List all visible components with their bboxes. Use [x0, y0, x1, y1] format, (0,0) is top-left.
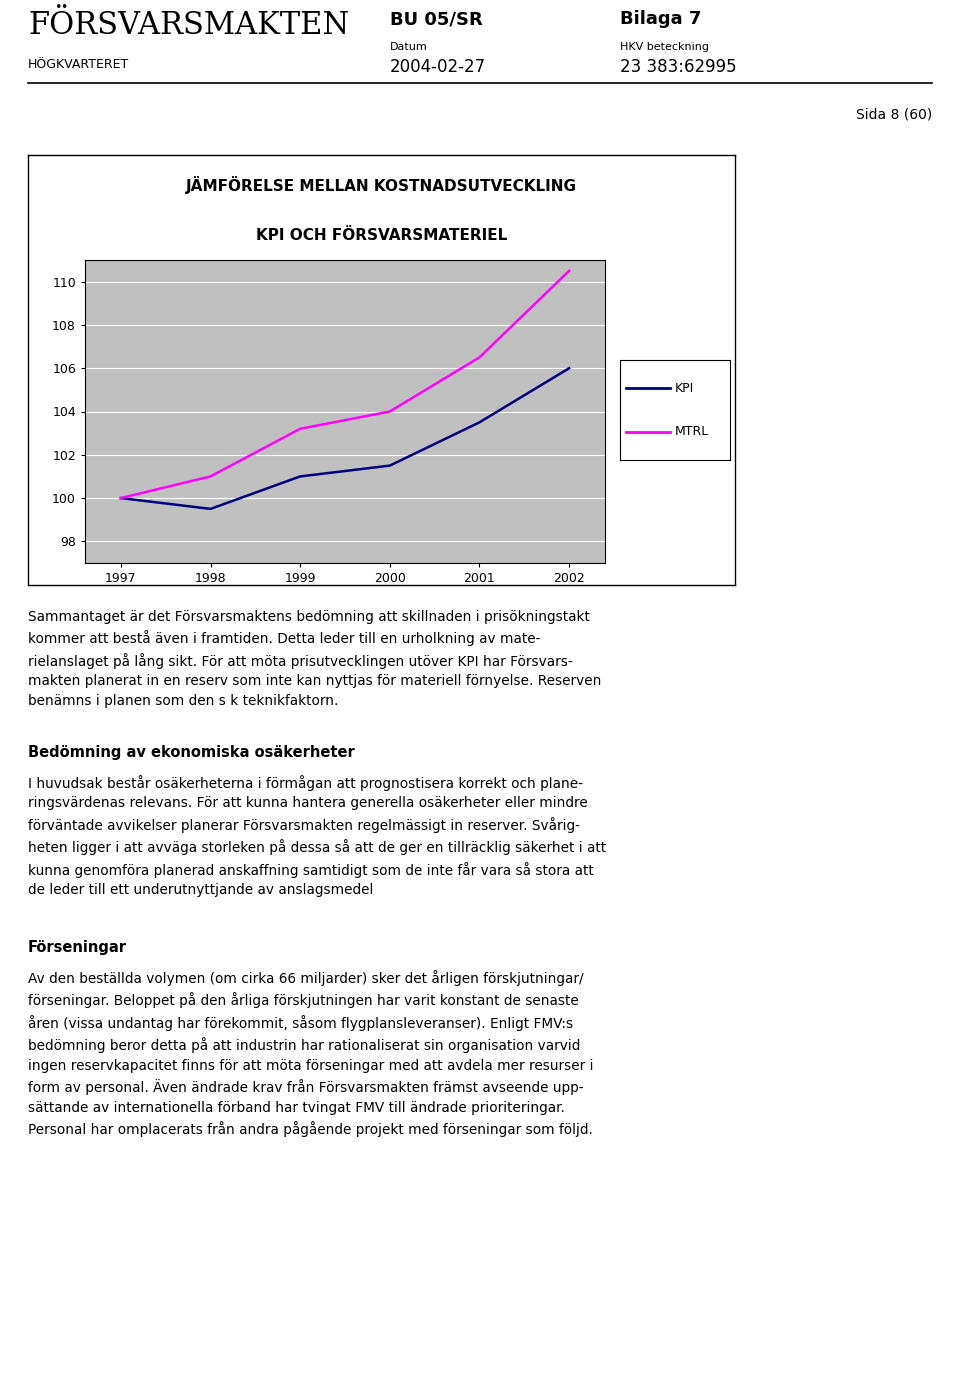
Text: MTRL: MTRL [675, 425, 709, 438]
Text: 23 383:62995: 23 383:62995 [620, 58, 736, 76]
Text: Datum: Datum [390, 42, 428, 51]
Text: KPI: KPI [675, 381, 694, 395]
Text: BU 05/SR: BU 05/SR [390, 10, 483, 28]
Text: Bedömning av ekonomiska osäkerheter: Bedömning av ekonomiska osäkerheter [28, 745, 355, 760]
Text: KPI OCH FÖRSVARSMATERIEL: KPI OCH FÖRSVARSMATERIEL [256, 228, 507, 243]
Text: Bilaga 7: Bilaga 7 [620, 10, 702, 28]
Text: FÖRSVARSMAKTEN: FÖRSVARSMAKTEN [28, 10, 349, 40]
Text: 2004-02-27: 2004-02-27 [390, 58, 486, 76]
Text: Sida 8 (60): Sida 8 (60) [855, 108, 932, 122]
Text: HÖGKVARTERET: HÖGKVARTERET [28, 58, 130, 71]
Text: JÄMFÖRELSE MELLAN KOSTNADSUTVECKLING: JÄMFÖRELSE MELLAN KOSTNADSUTVECKLING [186, 177, 577, 195]
Text: Sammantaget är det Försvarsmaktens bedömning att skillnaden i prisökningstakt
ko: Sammantaget är det Försvarsmaktens bedöm… [28, 610, 601, 708]
Text: I huvudsak består osäkerheterna i förmågan att prognostisera korrekt och plane-
: I huvudsak består osäkerheterna i förmåg… [28, 776, 606, 897]
Text: HKV beteckning: HKV beteckning [620, 42, 709, 51]
Text: Förseningar: Förseningar [28, 940, 127, 955]
Text: Av den beställda volymen (om cirka 66 miljarder) sker det årligen förskjutningar: Av den beställda volymen (om cirka 66 mi… [28, 970, 593, 1137]
